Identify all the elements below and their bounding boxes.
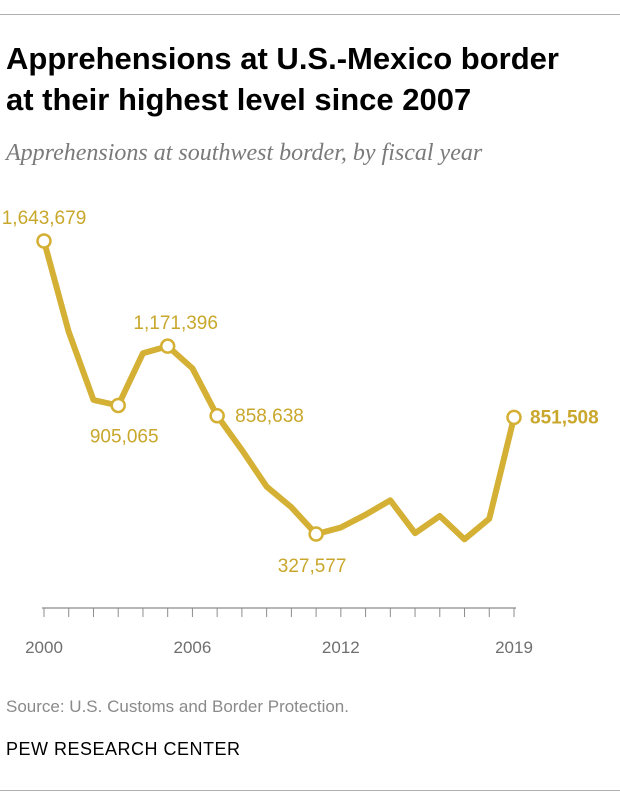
title-line-2: at their highest level since 2007 (6, 82, 472, 117)
line-chart: 2000 2006 2012 2019 1,643,679 905,065 1,171,39… (2, 208, 599, 657)
data-label-2003: 905,065 (90, 426, 159, 447)
highlight-marker-2007 (209, 408, 225, 424)
chart-subtitle: Apprehensions at southwest border, by fi… (6, 140, 483, 166)
highlight-marker-2003 (110, 397, 126, 414)
highlight-marker-2000 (36, 233, 52, 249)
highlight-marker-2019 (506, 409, 522, 426)
x-tick-label-2012: 2012 (322, 638, 360, 657)
chart-title: Apprehensions at U.S.-Mexico border at t… (6, 38, 606, 120)
org-name: PEW RESEARCH CENTER (6, 739, 241, 759)
data-label-2007: 858,638 (235, 406, 304, 427)
x-tick-label-2000: 2000 (25, 638, 63, 657)
title-line-1: Apprehensions at U.S.-Mexico border (6, 41, 559, 76)
bottom-rule (0, 790, 620, 791)
data-label-2005: 1,171,396 (133, 313, 218, 334)
data-label-2019: 851,508 (530, 407, 599, 428)
data-label-2000: 1,643,679 (2, 208, 87, 229)
series-line (41, 238, 517, 543)
top-rule (0, 14, 620, 15)
x-tick-label-2019: 2019 (495, 638, 533, 657)
x-tick-label-2006: 2006 (174, 638, 212, 657)
highlight-marker-2005 (159, 338, 176, 354)
source-note: Source: U.S. Customs and Border Protecti… (6, 697, 349, 716)
highlight-marker-2011 (308, 526, 324, 542)
data-label-2011: 327,577 (278, 556, 347, 577)
